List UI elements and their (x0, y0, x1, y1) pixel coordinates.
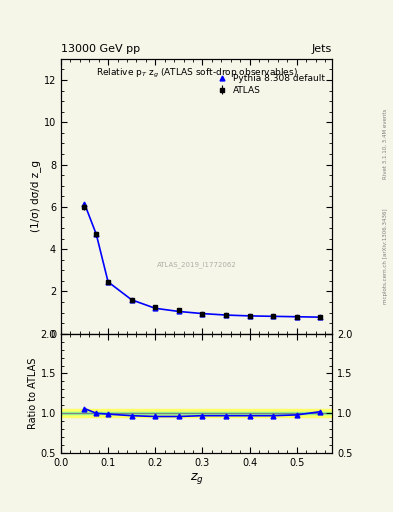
Y-axis label: (1/σ) dσ/d z_g: (1/σ) dσ/d z_g (30, 160, 41, 232)
Pythia 8.308 default (294, 314, 299, 320)
Pythia 8.308 default (153, 305, 158, 311)
Text: 13000 GeV pp: 13000 GeV pp (61, 44, 140, 54)
Pythia 8.308 default (176, 308, 181, 314)
Pythia 8.308 default (318, 314, 323, 320)
Pythia 8.308 default (82, 201, 87, 207)
Y-axis label: Ratio to ATLAS: Ratio to ATLAS (28, 358, 38, 429)
Pythia 8.308 default (106, 279, 110, 285)
Text: Relative p$_T$ z$_g$ (ATLAS soft-drop observables): Relative p$_T$ z$_g$ (ATLAS soft-drop ob… (95, 67, 298, 80)
Pythia 8.308 default (200, 310, 205, 316)
Text: mcplots.cern.ch [arXiv:1306.3436]: mcplots.cern.ch [arXiv:1306.3436] (383, 208, 387, 304)
X-axis label: $z_g$: $z_g$ (189, 471, 204, 486)
Text: ATLAS_2019_I1772062: ATLAS_2019_I1772062 (157, 262, 236, 268)
Pythia 8.308 default (129, 297, 134, 303)
Pythia 8.308 default (271, 313, 275, 319)
Pythia 8.308 default (224, 312, 228, 318)
Pythia 8.308 default (247, 313, 252, 319)
Pythia 8.308 default (94, 231, 99, 238)
Text: Rivet 3.1.10, 3.4M events: Rivet 3.1.10, 3.4M events (383, 108, 387, 179)
Line: Pythia 8.308 default: Pythia 8.308 default (82, 201, 323, 319)
Legend: Pythia 8.308 default, ATLAS: Pythia 8.308 default, ATLAS (213, 72, 328, 98)
Text: Jets: Jets (312, 44, 332, 54)
